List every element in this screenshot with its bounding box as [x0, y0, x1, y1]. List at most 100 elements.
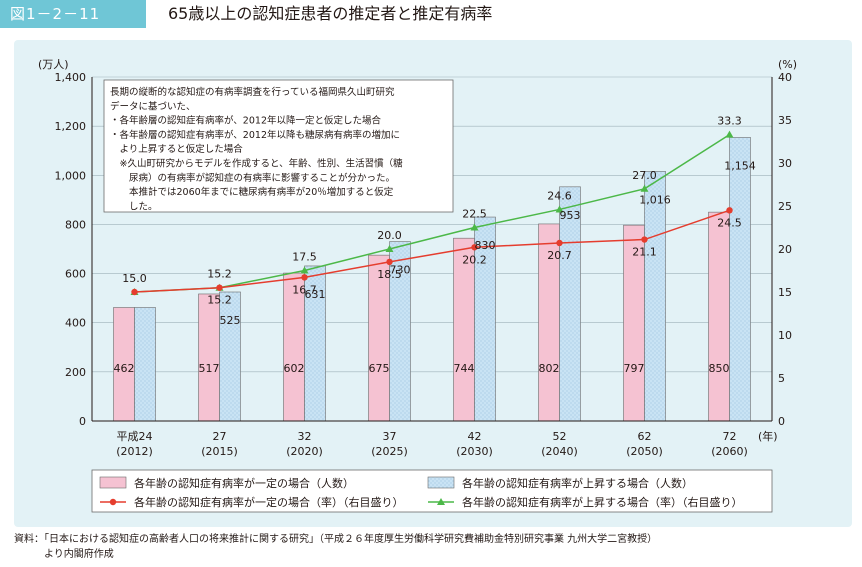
source-line-1: 資料：「日本における認知症の高齢者人口の将来推計に関する研究」（平成２６年度厚生…: [14, 534, 658, 545]
category-year-label: (2012): [116, 445, 153, 458]
rate-label-constant: 20.2: [462, 253, 487, 266]
left-tick-label: 800: [65, 218, 86, 231]
bar-label-constant: 675: [369, 362, 390, 375]
bar-rising: [559, 186, 581, 422]
category-label: 62: [638, 430, 652, 443]
legend-label: 各年齢の認知症有病率が一定の場合（率）（右目盛り）: [134, 495, 404, 509]
rate-label-constant: 24.5: [717, 216, 742, 229]
right-tick-label: 15: [778, 286, 792, 299]
rate-lines: [130, 130, 734, 296]
left-tick-label: 400: [65, 317, 86, 330]
left-tick-label: 1,000: [55, 169, 87, 182]
note-line: 本推計では2060年までに糖尿病有病率が20％増加すると仮定: [110, 186, 394, 198]
axes: 0 200 400 600 800 1,000 1,200 1,400 0 5 10 15 20 25 30…: [38, 58, 797, 458]
right-tick-label: 40: [778, 71, 792, 84]
category-label: 平成24: [117, 430, 153, 443]
rate-label-constant: 21.1: [632, 246, 657, 259]
bars: [113, 137, 751, 422]
bar-label-rising: 730: [390, 264, 411, 277]
rate-label-rising-below: 15.2: [207, 294, 232, 307]
point-constant-rate: [556, 239, 563, 247]
legend: 各年齢の認知症有病率が一定の場合（人数） 各年齢の認知症有病率が上昇する場合（人数…: [91, 469, 773, 513]
source-note: 資料：「日本における認知症の高齢者人口の将来推計に関する研究」（平成２６年度厚生…: [14, 532, 854, 562]
left-axis-unit: (万人): [38, 58, 69, 71]
bar-label-constant: 850: [709, 362, 730, 375]
point-rising-rate: [725, 130, 734, 138]
rate-label-constant: 20.7: [547, 249, 572, 262]
point-rising-rate: [300, 266, 309, 274]
point-constant-rate: [471, 244, 478, 251]
category-label: 27: [213, 430, 227, 443]
category-year-label: (2060): [711, 445, 748, 458]
x-axis-unit: (年): [758, 429, 778, 443]
left-tick-label: 600: [65, 268, 86, 281]
category-label: 52: [553, 430, 567, 443]
rate-label-constant: 15.0: [122, 272, 147, 285]
point-constant-rate: [216, 284, 223, 291]
category-year-label: (2020): [286, 445, 323, 458]
right-tick-label: 20: [778, 243, 792, 256]
left-tick-label: 1,200: [55, 120, 87, 133]
point-rising-rate: [555, 205, 564, 213]
category-label: 37: [383, 430, 397, 443]
bar-label-constant: 802: [539, 362, 560, 375]
data-labels: 462 517 525 602 631 675 730 744 830 802 953 797 1,01…: [114, 115, 756, 375]
figure-title: 65歳以上の認知症患者の推定者と推定有病率: [168, 4, 493, 23]
note-line: 尿病）の有病率が認知症の有病率に影響することが分かった。: [110, 172, 395, 184]
point-constant-rate: [386, 258, 393, 266]
rate-label-rising: 27.0: [632, 169, 657, 182]
note-box-frame: [103, 79, 454, 213]
note-line: した。: [110, 201, 158, 212]
right-tick-label: 0: [778, 415, 785, 428]
legend-swatch: [427, 476, 455, 489]
bar-label-constant: 797: [624, 362, 645, 375]
right-tick-label: 10: [778, 329, 792, 342]
legend-marker: [109, 498, 117, 506]
left-tick-label: 1,400: [55, 71, 87, 84]
right-tick-label: 35: [778, 114, 792, 127]
category-year-label: (2030): [456, 445, 493, 458]
point-constant-rate: [301, 274, 308, 281]
figure-header: 図1－2－11 65歳以上の認知症患者の推定者と推定有病率: [0, 0, 862, 28]
right-tick-label: 5: [778, 372, 785, 385]
rate-label-rising: 33.3: [717, 115, 742, 128]
line-constant-rate: [134, 209, 730, 293]
right-axis-unit: (%): [778, 58, 797, 71]
right-tick-label: 30: [778, 157, 792, 170]
rate-label-constant: 18.5: [377, 268, 402, 281]
rate-label-rising: 17.5: [292, 251, 317, 264]
rate-label-rising: 22.5: [462, 208, 487, 221]
note-line: より上昇すると仮定した場合: [110, 143, 243, 155]
bar-label-constant: 462: [114, 362, 135, 375]
left-tick-label: 200: [65, 366, 86, 379]
line-rising-rate: [134, 133, 730, 293]
note-line: ・各年齢層の認知症有病率が、2012年以降一定と仮定した場合: [110, 115, 381, 127]
bar-label-rising: 830: [475, 239, 496, 252]
bar-label-rising: 1,154: [724, 159, 756, 172]
bar-rising: [134, 307, 156, 422]
bar-rising: [644, 171, 666, 422]
point-rising-rate: [385, 245, 394, 252]
bar-rising: [729, 137, 751, 422]
bar-constant: [198, 293, 220, 422]
bar-label-constant: 517: [199, 362, 220, 375]
source-line-2: より内閣府作成: [44, 549, 114, 560]
note-box: 長期の縦断的な認知症の有病率調査を行っている福岡県久山町研究データに基づいた、・…: [103, 79, 454, 213]
category-year-label: (2040): [541, 445, 578, 458]
point-constant-rate: [131, 288, 138, 296]
bar-label-constant: 602: [284, 362, 305, 375]
legend-label: 各年齢の認知症有病率が一定の場合（人数）: [134, 476, 354, 490]
rate-label-rising: 24.6: [547, 189, 572, 202]
legend-label: 各年齢の認知症有病率が上昇する場合（人数）: [462, 476, 693, 490]
bar-constant: [708, 211, 730, 422]
category-label: 42: [468, 430, 482, 443]
rate-label-constant: 16.7: [292, 283, 317, 296]
category-label: 72: [723, 430, 737, 443]
left-tick-label: 0: [79, 415, 86, 428]
figure-number: 図1－2－11: [0, 0, 146, 28]
point-rising-rate: [640, 184, 649, 192]
point-constant-rate: [726, 207, 733, 214]
right-tick-label: 25: [778, 200, 792, 213]
chart: 0 200 400 600 800 1,000 1,200 1,400 0 5 10 15 20 25 30…: [38, 58, 797, 513]
note-line: 長期の縦断的な認知症の有病率調査を行っている福岡県久山町研究: [110, 86, 395, 98]
